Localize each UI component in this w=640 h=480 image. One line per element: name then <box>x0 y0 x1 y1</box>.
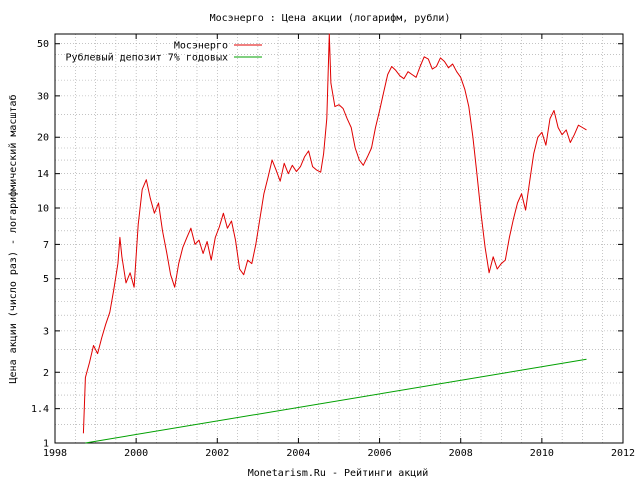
x-axis: 1998 2000 2002 2004 2006 2008 2010 2012 <box>43 34 635 459</box>
y-tick-label: 7 <box>43 240 49 251</box>
x-tick-label: 1998 <box>43 448 67 459</box>
plot-frame <box>54 33 624 444</box>
y-tick-label: 1 <box>43 439 49 450</box>
y-axis: 1 1.4 2 3 5 7 10 14 20 30 50 <box>31 39 623 450</box>
y-tick-label: 30 <box>37 91 49 102</box>
y-tick-label: 2 <box>43 368 49 379</box>
x-tick-label: 2012 <box>611 448 635 459</box>
y-tick-label: 14 <box>37 169 49 180</box>
chart-title: Мосэнерго : Цена акции (логарифм, рубли) <box>210 12 451 24</box>
x-tick-label: 2000 <box>124 448 148 459</box>
x-axis-label: Monetarism.Ru - Рейтинги акций <box>248 467 429 479</box>
x-tick-label: 2004 <box>286 448 310 459</box>
y-tick-label: 20 <box>37 133 49 144</box>
y-tick-label: 10 <box>37 203 49 214</box>
x-tick-label: 2006 <box>368 448 392 459</box>
y-axis-label: Цена акции (число раз) - логарифмический… <box>7 95 19 384</box>
x-tick-label: 2002 <box>205 448 229 459</box>
series-line-1 <box>82 33 587 434</box>
legend-label: Рублевый депозит 7% годовых <box>65 52 228 64</box>
y-tick-label: 1.4 <box>31 404 49 415</box>
series-layer <box>82 33 587 444</box>
series-line-2 <box>85 358 587 444</box>
y-tick-label: 5 <box>43 274 49 285</box>
legend-label: Мосэнерго <box>174 41 228 52</box>
y-tick-label: 50 <box>37 39 49 50</box>
grid <box>55 34 623 443</box>
x-tick-label: 2008 <box>449 448 473 459</box>
x-tick-label: 2010 <box>530 448 554 459</box>
y-tick-label: 3 <box>43 326 49 337</box>
